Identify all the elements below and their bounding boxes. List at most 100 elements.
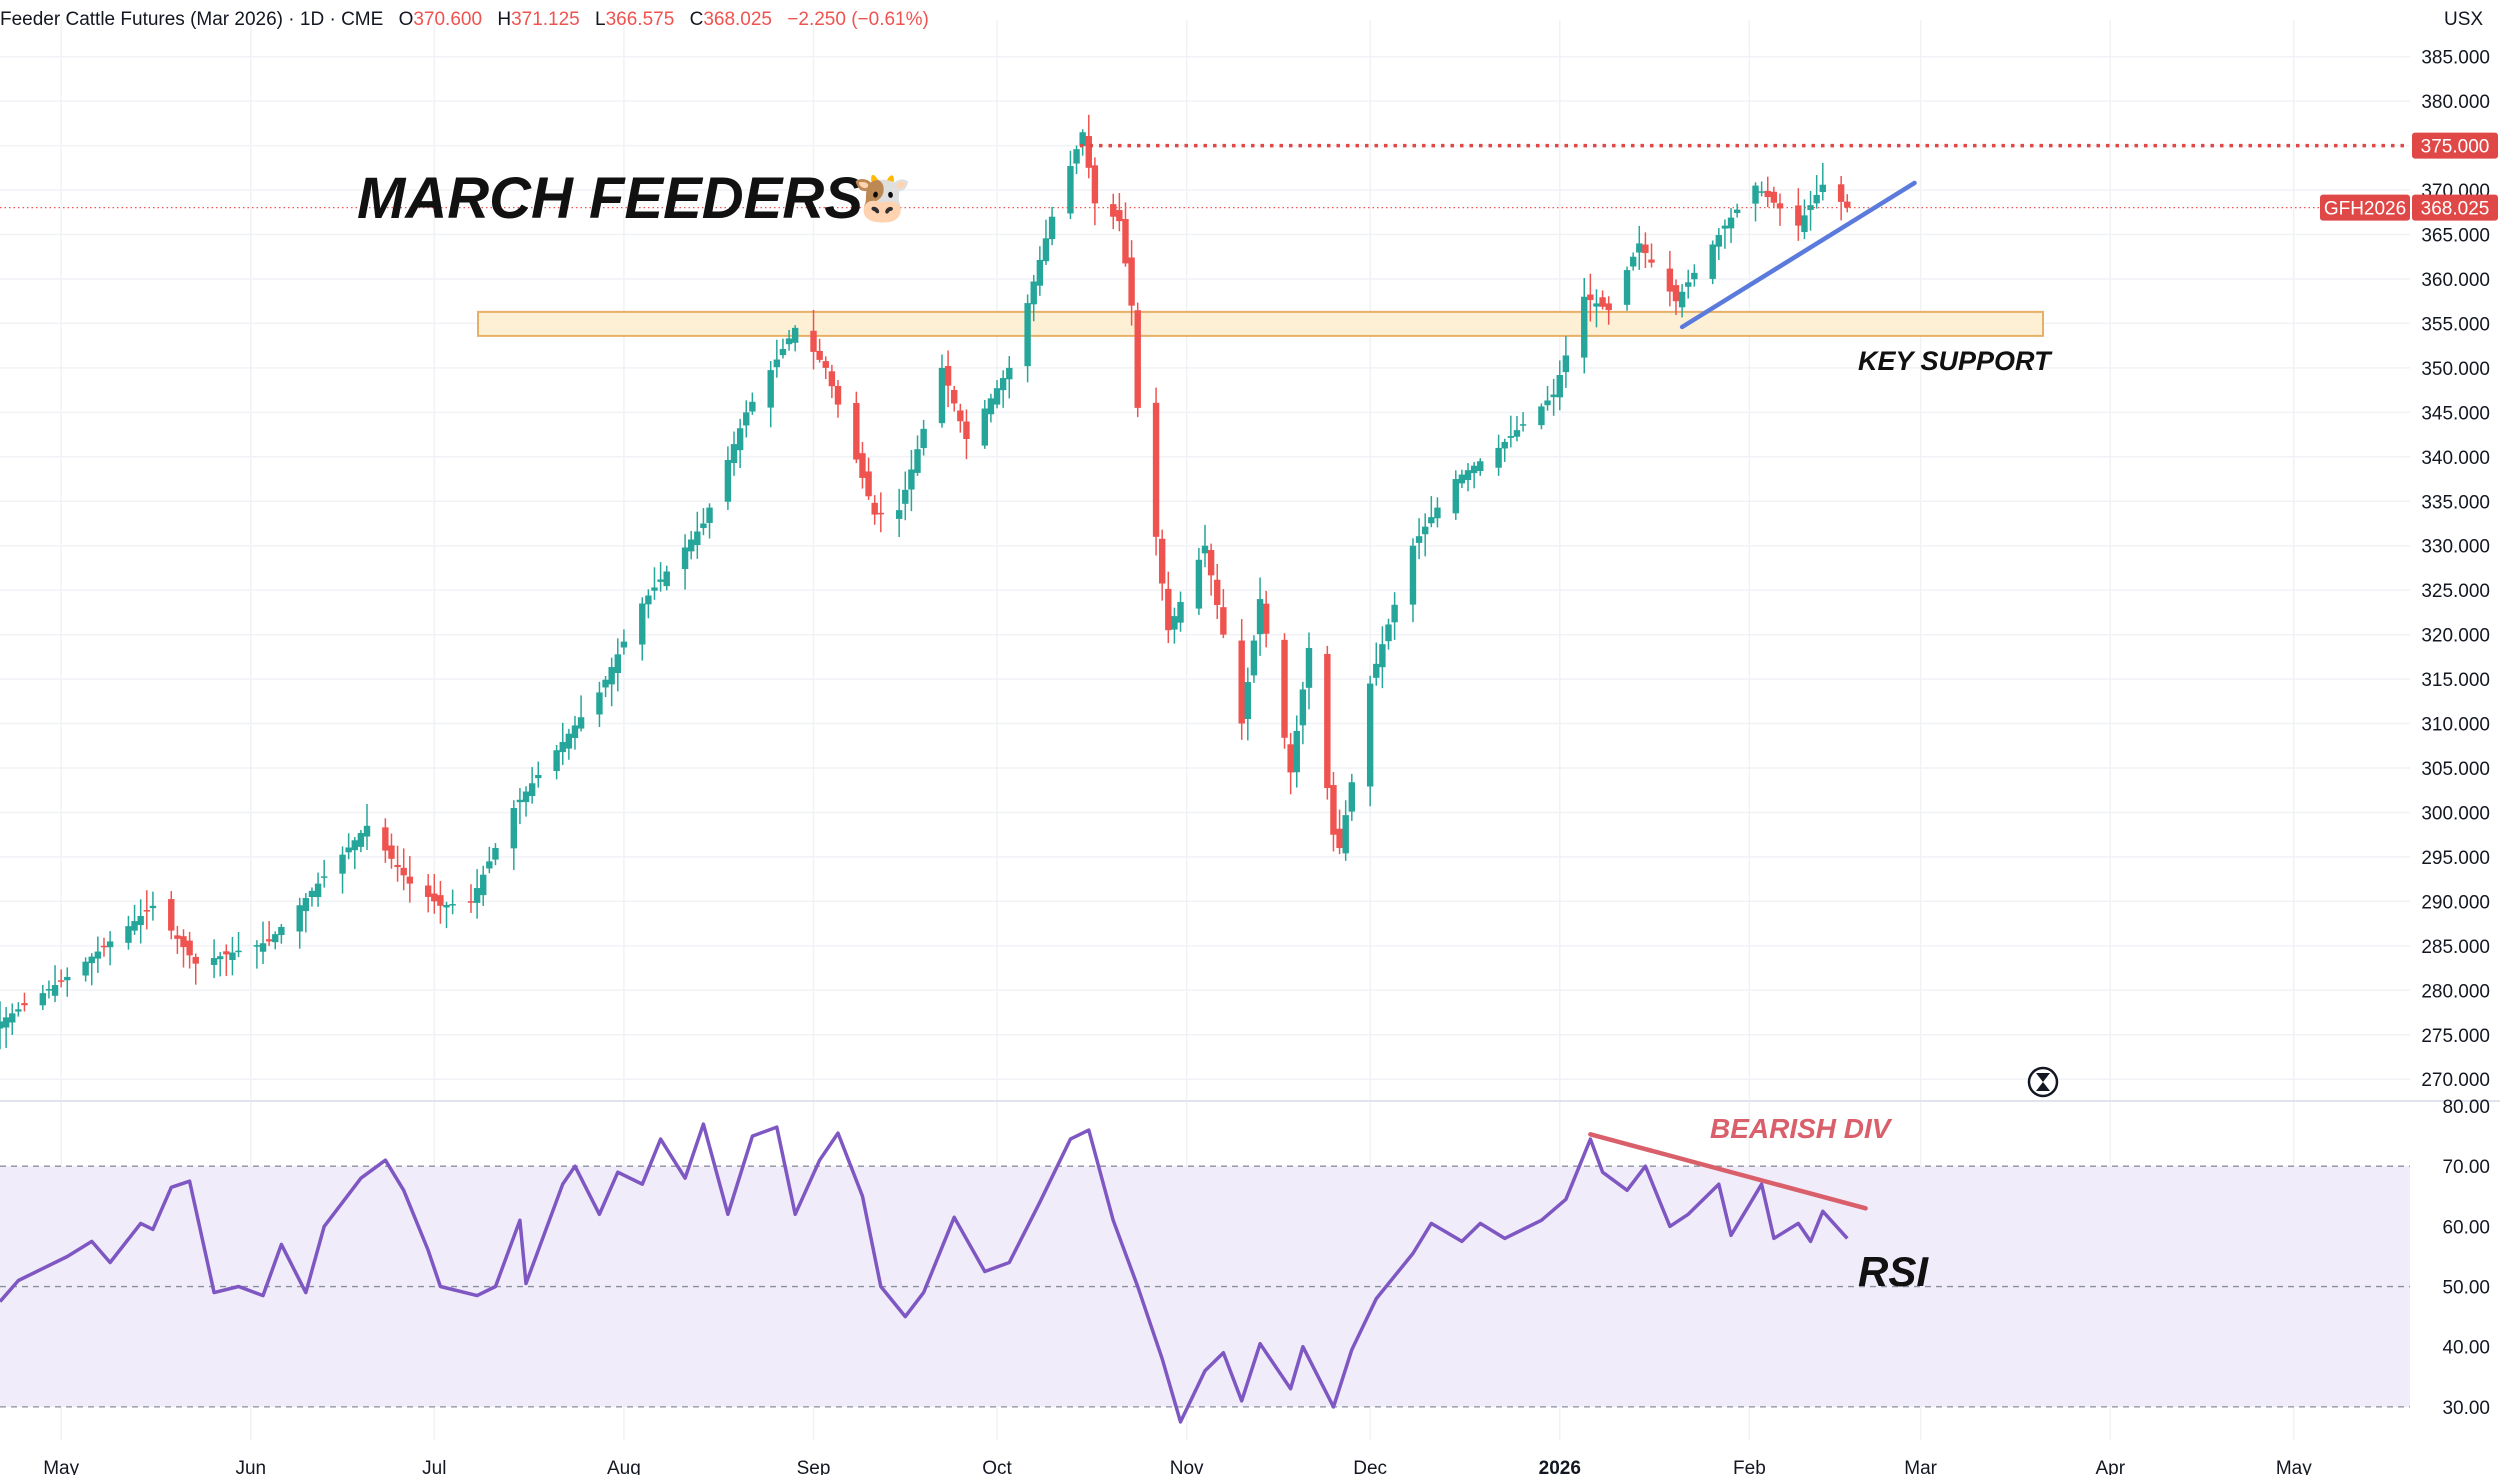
candle-body xyxy=(1336,828,1343,849)
candle-body xyxy=(314,883,322,898)
candle-body xyxy=(730,444,738,464)
candle-body xyxy=(39,993,47,1006)
price-grid xyxy=(0,55,2410,1080)
candle-body xyxy=(1324,653,1331,789)
candle-body xyxy=(1495,447,1502,468)
candle-body xyxy=(1415,536,1423,543)
time-tick-label: Sep xyxy=(797,1458,831,1475)
candle-body xyxy=(816,350,823,360)
candle-body xyxy=(1214,579,1221,605)
high-value: 371.125 xyxy=(511,9,580,30)
candle-body xyxy=(559,741,566,753)
candle-body xyxy=(1770,191,1778,203)
candle-body xyxy=(944,366,952,386)
time-tick-label: Feb xyxy=(1733,1458,1766,1475)
candle-body xyxy=(339,854,346,874)
price-tick-label: 380.000 xyxy=(2421,92,2490,113)
candle-body xyxy=(1813,194,1820,204)
candle-body xyxy=(1581,296,1588,358)
time-tick-label: 2026 xyxy=(1539,1458,1581,1475)
svg-text:Feeder Cattle Futures (Mar 202: Feeder Cattle Futures (Mar 2026) · 1D · … xyxy=(0,9,929,30)
candle-body xyxy=(1006,367,1013,380)
candle-body xyxy=(663,571,670,587)
candle-body xyxy=(406,876,414,884)
candle-body xyxy=(1764,190,1771,198)
candle-body xyxy=(700,523,707,529)
candle-body xyxy=(1091,165,1099,204)
candle-body xyxy=(853,402,860,460)
price-tick-label: 275.000 xyxy=(2421,1026,2490,1047)
price-tick-label: 320.000 xyxy=(2421,626,2490,647)
candle-body xyxy=(467,901,475,903)
candle-body xyxy=(217,956,224,960)
candle-body xyxy=(210,958,218,965)
candle-body xyxy=(1562,355,1570,373)
candle-body xyxy=(1642,244,1649,254)
candle-body xyxy=(1519,424,1527,426)
candle-body xyxy=(535,774,542,779)
candle-body xyxy=(694,531,701,546)
rsi-tick-label: 80.00 xyxy=(2442,1097,2490,1118)
candle-body xyxy=(168,899,175,931)
candle-body xyxy=(963,421,970,440)
key-support-label: KEY SUPPORT xyxy=(1858,346,2053,376)
candle-body xyxy=(1464,470,1472,481)
candle-body xyxy=(828,371,836,387)
candle-body xyxy=(999,378,1007,391)
candle-body xyxy=(0,1021,4,1029)
svg-text:368.025: 368.025 xyxy=(2421,199,2490,220)
candle-body xyxy=(351,840,358,851)
candle-body xyxy=(486,861,493,869)
candle-body xyxy=(822,361,829,368)
candle-body xyxy=(1305,647,1313,688)
candle-body xyxy=(345,847,352,853)
candle-body xyxy=(1171,616,1178,630)
candle-body xyxy=(528,783,536,797)
candle-body xyxy=(1428,517,1435,524)
candle-body xyxy=(1293,730,1300,773)
rsi-annotation: RSI xyxy=(1858,1248,1929,1295)
price-tick-label: 290.000 xyxy=(2421,892,2490,913)
candle-body xyxy=(1116,210,1123,222)
candle-body xyxy=(320,876,328,878)
candle-body xyxy=(1342,815,1349,854)
candle-body xyxy=(1715,235,1723,247)
time-tick-label: Nov xyxy=(1170,1458,1204,1475)
candle-body xyxy=(1067,166,1074,214)
candle-body xyxy=(1348,782,1356,812)
time-tick-label: Mar xyxy=(1904,1458,1937,1475)
rsi-band-lines xyxy=(0,1165,2410,1408)
currency-label: USX xyxy=(2444,9,2483,30)
price-tick-label: 355.000 xyxy=(2421,314,2490,335)
candle-body xyxy=(639,603,646,645)
price-tick-label: 345.000 xyxy=(2421,403,2490,424)
candle-body xyxy=(125,926,132,943)
change-value: −2.250 (−0.61%) xyxy=(787,9,929,30)
price-tick-label: 340.000 xyxy=(2421,448,2490,469)
price-tick-label: 385.000 xyxy=(2421,48,2490,69)
candle-body xyxy=(602,679,609,688)
replay-icon[interactable] xyxy=(2027,1066,2059,1098)
candle-body xyxy=(137,915,144,926)
candle-body xyxy=(131,921,138,931)
candle-body xyxy=(1373,663,1380,678)
low-value: 366.575 xyxy=(606,9,675,30)
candle-body xyxy=(767,370,774,408)
candle-body xyxy=(1122,219,1129,264)
candle-body xyxy=(1250,640,1258,676)
candle-body xyxy=(1556,374,1563,398)
candle-body xyxy=(400,867,407,876)
candle-body xyxy=(1458,474,1466,484)
rsi-tick-label: 30.00 xyxy=(2442,1398,2490,1419)
candle-body xyxy=(877,512,885,515)
candle-body xyxy=(1477,461,1484,472)
bearish-divergence-line xyxy=(1588,1132,1868,1211)
candle-body xyxy=(253,945,261,947)
candle-body xyxy=(302,898,310,912)
candle-body xyxy=(437,895,444,906)
bearish-div-label: BEARISH DIV xyxy=(1710,1113,1893,1144)
candle-body xyxy=(749,401,756,412)
candle-body xyxy=(1030,281,1037,305)
price-tick-label: 335.000 xyxy=(2421,492,2490,513)
